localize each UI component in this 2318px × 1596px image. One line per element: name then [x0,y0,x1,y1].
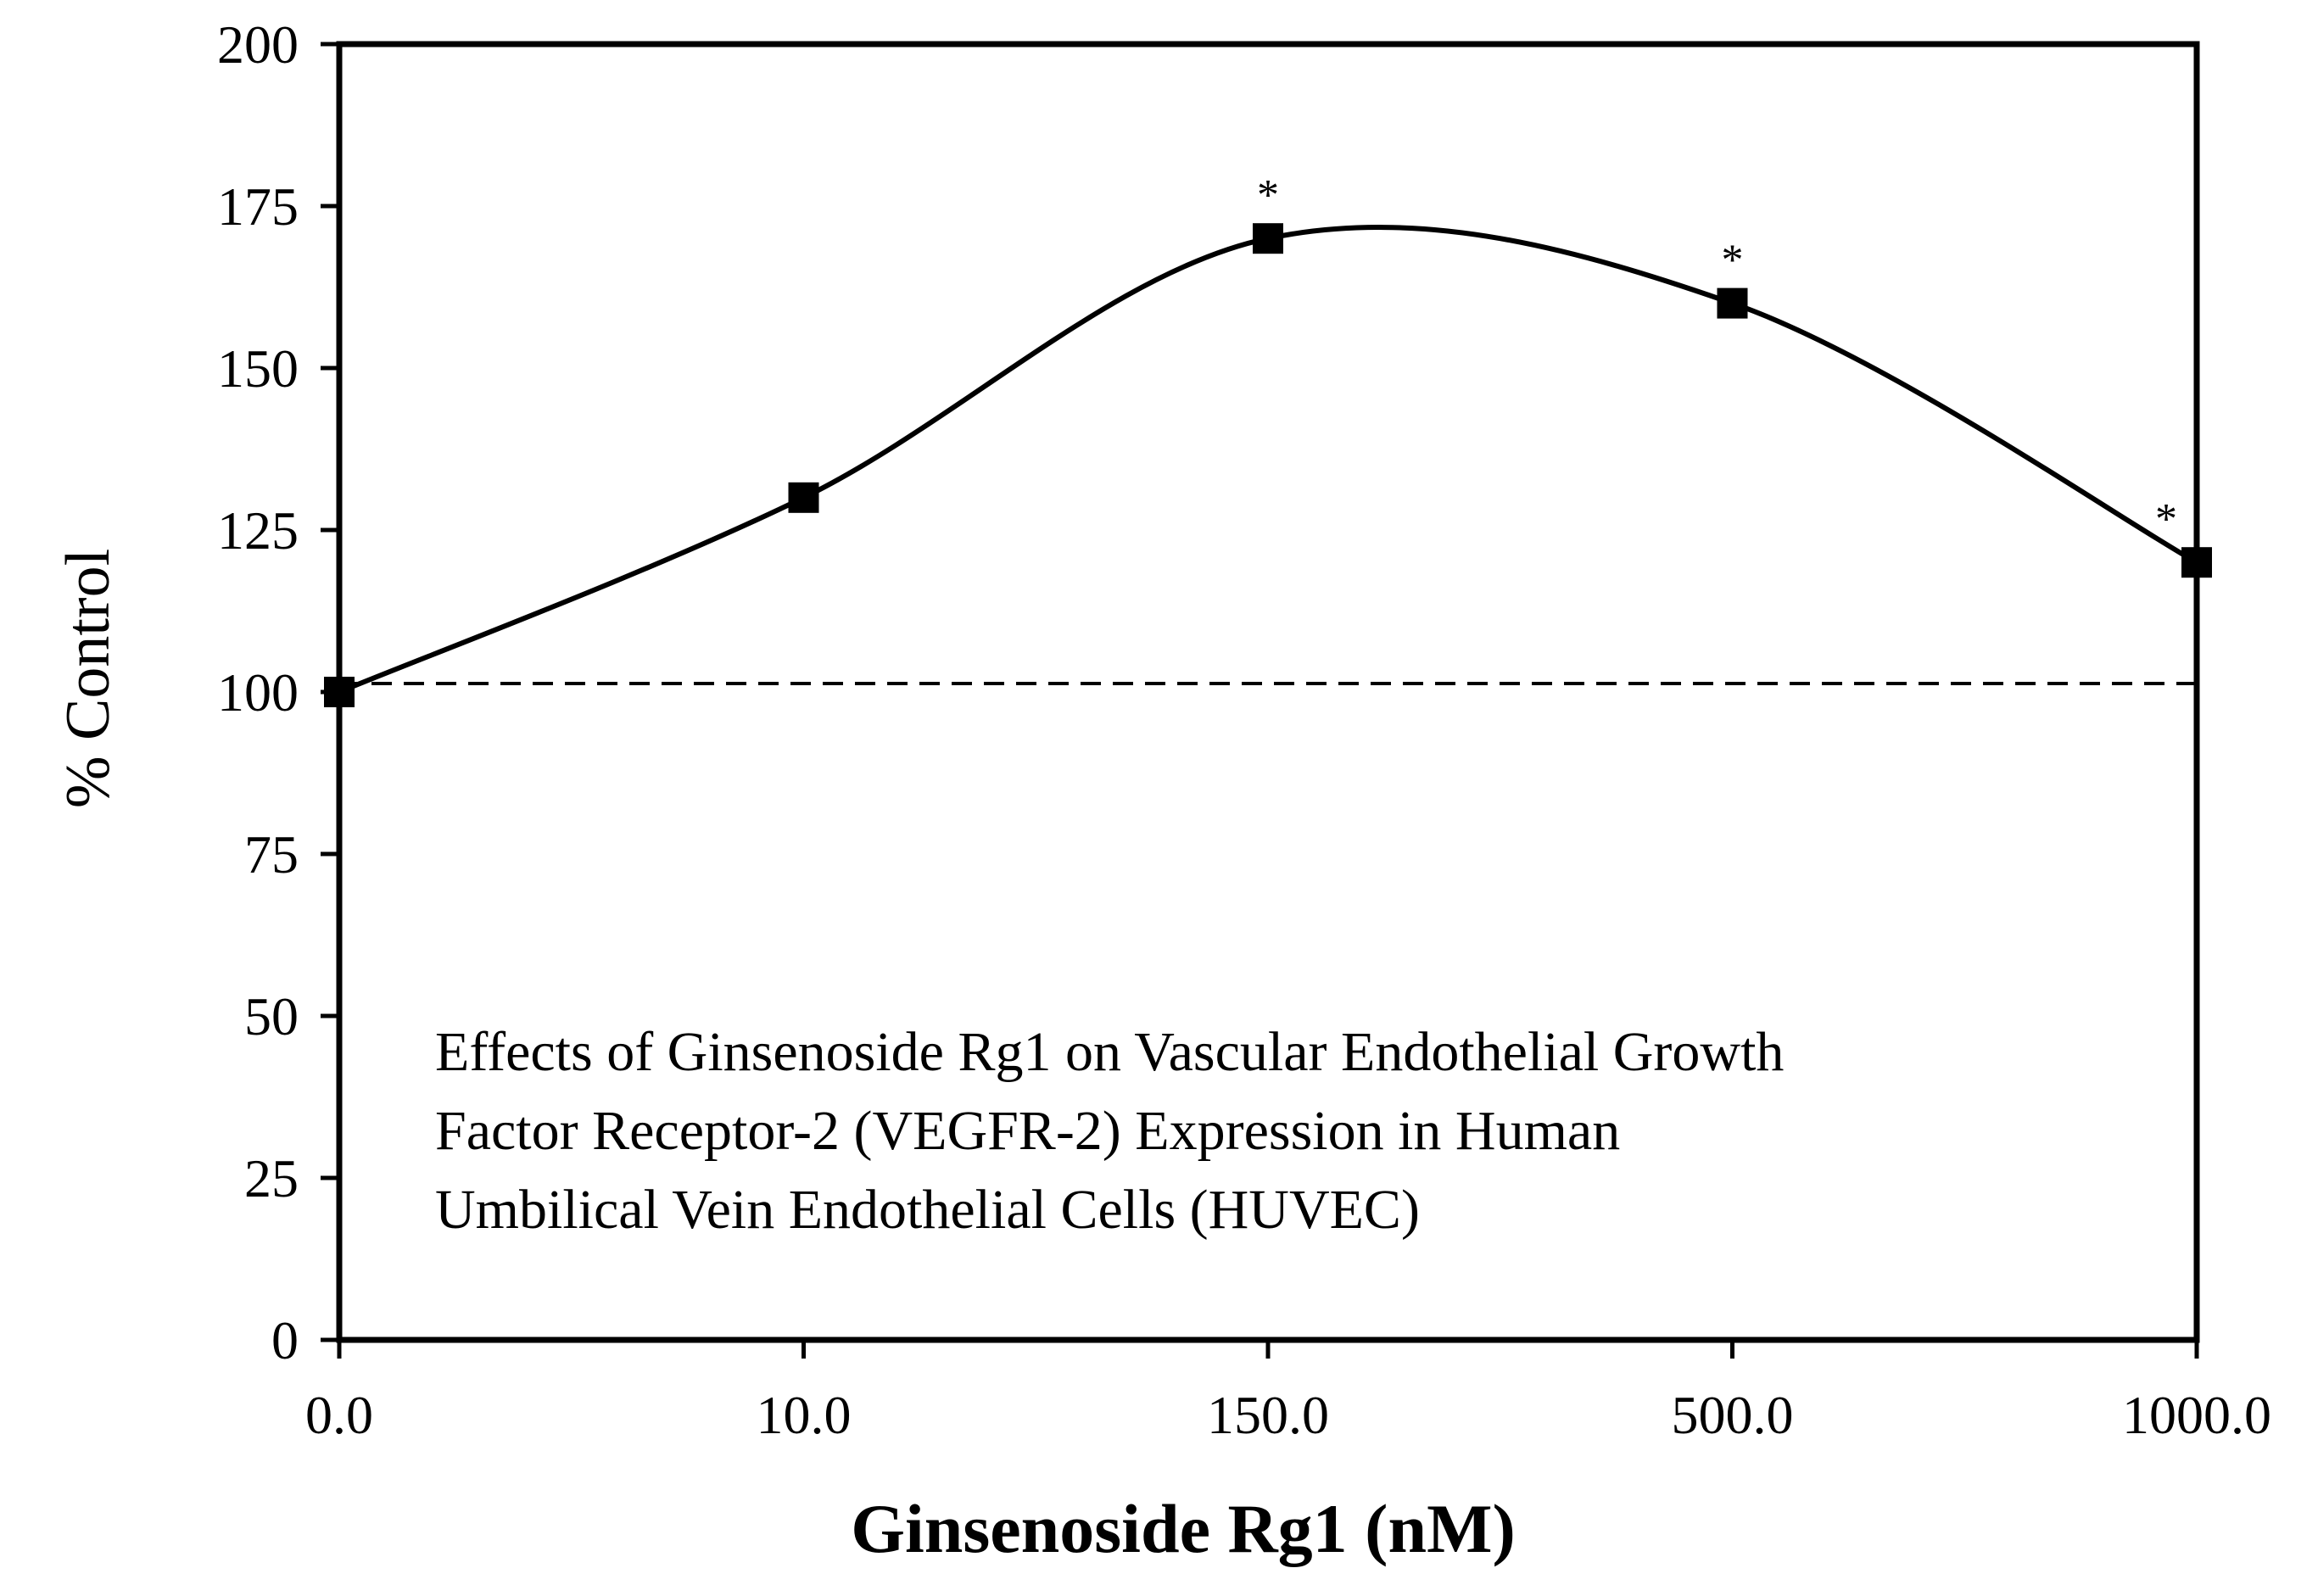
x-axis-title: Ginsenoside Rg1 (nM) [851,1490,1516,1567]
x-axis-ticks [337,1340,2199,1359]
data-point-marker [788,482,819,513]
y-tick-label: 50 [244,986,299,1046]
y-axis-tick-labels: 0 25 50 75 100 125 150 175 200 [217,14,299,1370]
data-markers [324,223,2212,707]
y-tick-label: 25 [244,1148,299,1208]
annotation-line-3: Umbilical Vein Endothelial Cells (HUVEC) [435,1179,1420,1241]
series-line [338,225,2198,695]
y-tick-label: 125 [217,500,299,561]
y-tick-label: 150 [217,338,299,399]
y-tick-label: 0 [271,1310,299,1370]
x-tick-label: 500.0 [1672,1385,1794,1445]
significance-marker: * [2155,495,2177,544]
x-axis-tick-labels: 0.0 10.0 150.0 500.0 1000.0 [305,1385,2271,1445]
plot-area-frame [336,41,2200,1343]
y-axis-title: % Control [53,549,123,808]
x-tick-label: 150.0 [1207,1385,1329,1445]
y-tick-label: 175 [217,176,299,237]
annotation-line-1: Effects of Ginsenoside Rg1 on Vascular E… [435,1021,1784,1083]
y-tick-label: 200 [217,14,299,75]
y-tick-label: 75 [244,824,299,884]
x-tick-label: 1000.0 [2122,1385,2271,1445]
data-point-marker [1717,287,1748,319]
x-tick-label: 0.0 [305,1385,373,1445]
y-tick-label: 100 [217,662,299,723]
significance-marker: * [1722,237,1744,285]
significance-labels: * * * [1257,171,2177,544]
significance-marker: * [1257,171,1279,220]
x-tick-label: 10.0 [757,1385,852,1445]
data-point-marker [1253,223,1283,254]
annotation-line-2: Factor Receptor-2 (VEGFR-2) Expression i… [435,1100,1620,1162]
